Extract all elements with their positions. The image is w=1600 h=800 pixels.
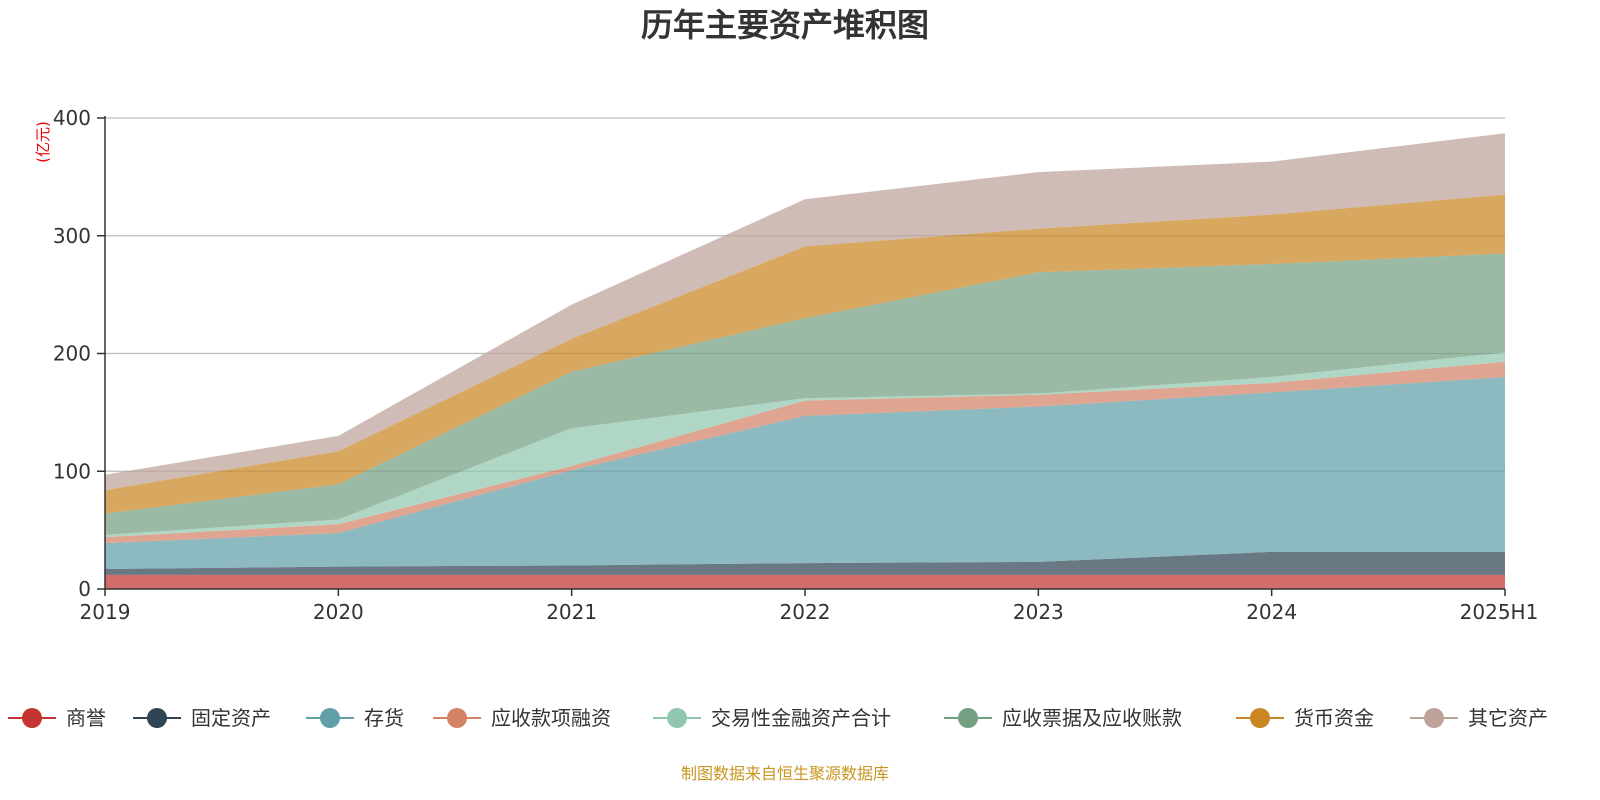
legend-label: 交易性金融资产合计 xyxy=(711,706,891,730)
legend-label: 应收款项融资 xyxy=(491,706,611,730)
legend-item[interactable]: 应收款项融资 xyxy=(433,706,611,730)
legend-label: 货币资金 xyxy=(1294,706,1374,730)
area-series-6 xyxy=(105,194,1505,514)
area-series-1 xyxy=(105,551,1505,575)
legend-item[interactable]: 交易性金融资产合计 xyxy=(653,706,891,730)
x-tick-label: 2025H1 xyxy=(1460,600,1539,624)
legend-marker-icon xyxy=(958,708,978,728)
y-tick-label: 400 xyxy=(53,106,91,130)
legend-marker-icon xyxy=(147,708,167,728)
chart-title: 历年主要资产堆积图 xyxy=(641,6,929,44)
legend-item[interactable]: 应收票据及应收账款 xyxy=(944,706,1182,730)
area-series-4 xyxy=(105,352,1505,538)
legend-marker-icon xyxy=(1250,708,1270,728)
legend-label: 商誉 xyxy=(66,706,106,730)
legend-marker-icon xyxy=(447,708,467,728)
legend-item[interactable]: 商誉 xyxy=(8,706,106,730)
x-tick-label: 2020 xyxy=(313,600,364,624)
legend-item[interactable]: 货币资金 xyxy=(1236,706,1374,730)
y-axis-unit-label: (亿元) xyxy=(34,121,52,163)
legend-item[interactable]: 固定资产 xyxy=(133,706,271,730)
y-tick-label: 0 xyxy=(78,577,91,601)
y-tick-label: 100 xyxy=(53,459,91,483)
legend-marker-icon xyxy=(320,708,340,728)
area-series-7 xyxy=(105,133,1505,491)
legend-marker-icon xyxy=(22,708,42,728)
source-note: 制图数据来自恒生聚源数据库 xyxy=(681,764,889,783)
area-series-2 xyxy=(105,377,1505,569)
legend-label: 固定资产 xyxy=(191,706,271,730)
legend-label: 存货 xyxy=(364,706,404,730)
y-tick-label: 200 xyxy=(53,342,91,366)
legend-marker-icon xyxy=(667,708,687,728)
x-tick-label: 2021 xyxy=(546,600,597,624)
area-series-5 xyxy=(105,253,1505,535)
legend-label: 其它资产 xyxy=(1468,706,1548,730)
y-tick-label: 300 xyxy=(53,224,91,248)
x-tick-label: 2019 xyxy=(80,600,131,624)
x-tick-label: 2024 xyxy=(1246,600,1297,624)
legend-label: 应收票据及应收账款 xyxy=(1002,706,1182,730)
legend-item[interactable]: 存货 xyxy=(306,706,404,730)
area-series-0 xyxy=(105,574,1505,589)
legend-marker-icon xyxy=(1424,708,1444,728)
x-tick-label: 2023 xyxy=(1013,600,1064,624)
x-tick-label: 2022 xyxy=(780,600,831,624)
legend-item[interactable]: 其它资产 xyxy=(1410,706,1548,730)
area-series-3 xyxy=(105,361,1505,544)
